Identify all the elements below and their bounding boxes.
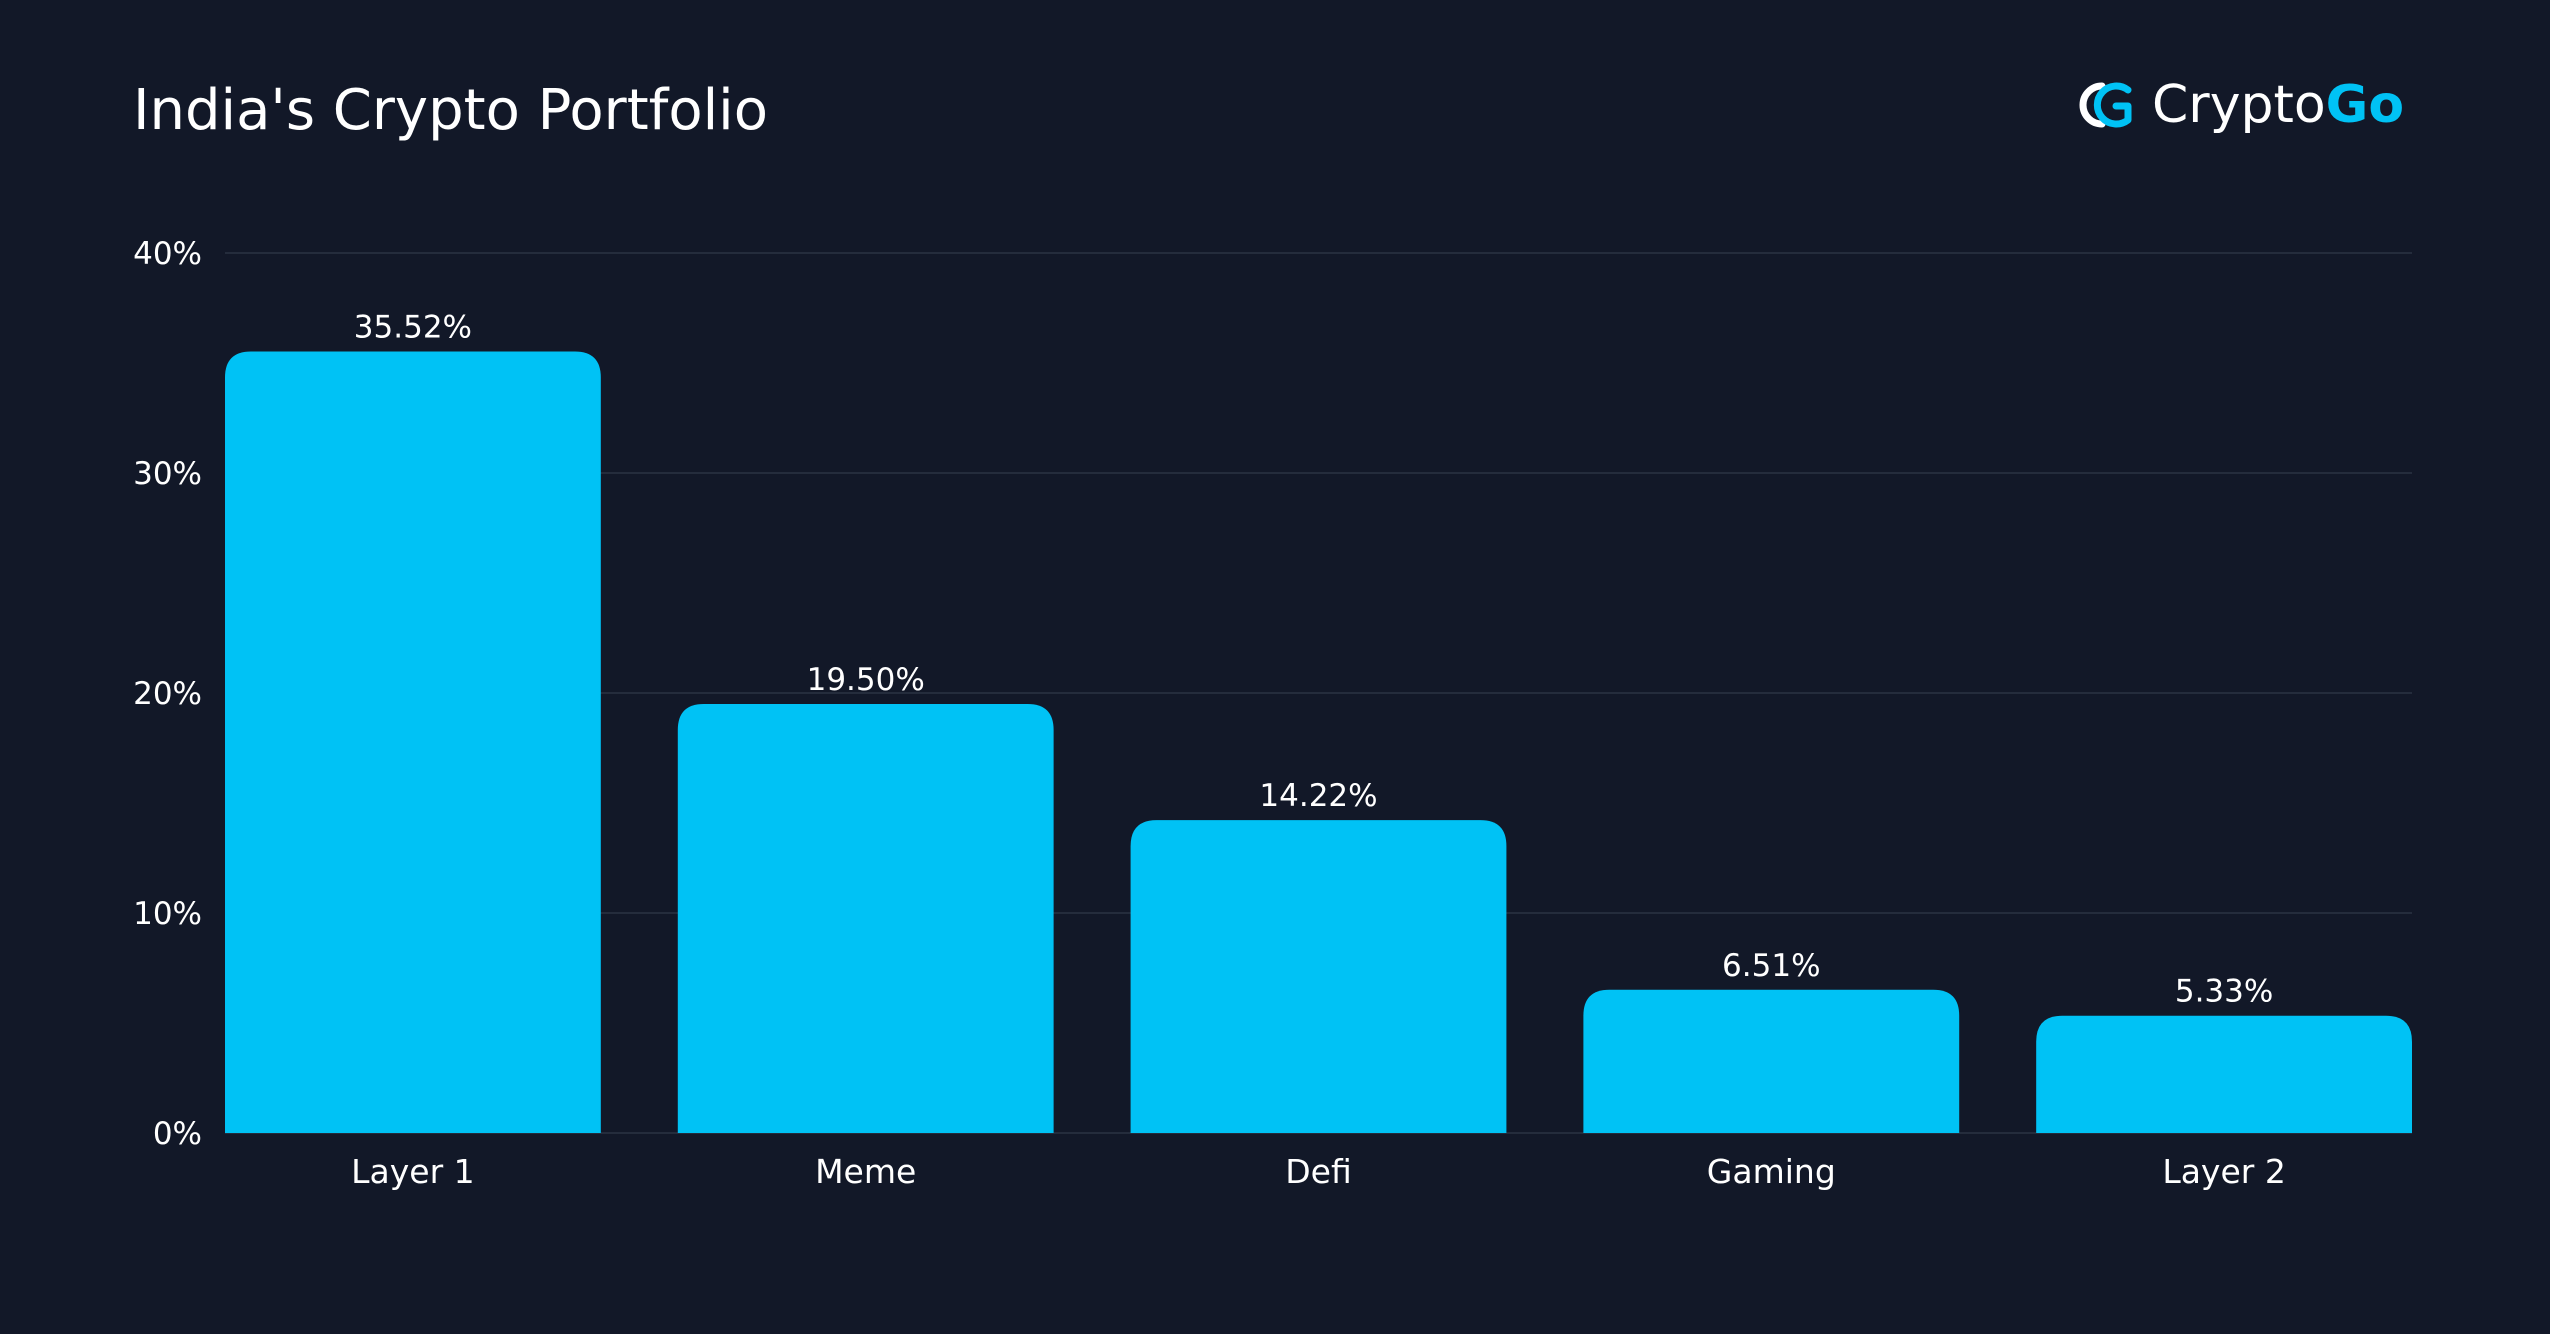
value-label: 35.52% — [354, 310, 472, 346]
value-label: 19.50% — [807, 662, 925, 698]
brand-name-part2: Go — [2325, 75, 2405, 135]
x-category-label: Defi — [1285, 1152, 1352, 1191]
cryptogo-logo-icon — [2079, 82, 2132, 128]
x-category-label: Gaming — [1707, 1152, 1836, 1191]
bar-layer-1[interactable] — [225, 351, 601, 1133]
chart-title: India's Crypto Portfolio — [133, 78, 769, 143]
bar-gaming[interactable] — [1583, 989, 1960, 1133]
value-label: 6.51% — [1722, 948, 1820, 984]
y-tick-label: 0% — [153, 1116, 202, 1152]
y-tick-label: 40% — [133, 236, 202, 272]
bar-layer-2[interactable] — [2036, 1015, 2412, 1133]
bar-defi[interactable] — [1130, 820, 1507, 1133]
x-axis-categories: Layer 1 Meme Defi Gaming Layer 2 — [351, 1152, 2286, 1191]
x-category-label: Layer 2 — [2162, 1152, 2286, 1191]
brand-name: CryptoGo — [2152, 72, 2404, 138]
y-tick-label: 20% — [133, 676, 202, 712]
brand-name-part1: Crypto — [2152, 75, 2326, 135]
value-label: 14.22% — [1259, 778, 1377, 814]
brand-logo: CryptoGo — [2072, 72, 2404, 138]
value-labels: 35.52% 19.50% 14.22% 6.51% 5.33% — [354, 310, 2274, 1010]
value-label: 5.33% — [2175, 974, 2273, 1010]
bars — [225, 351, 2412, 1133]
y-axis-ticks: 0% 10% 20% 30% 40% — [133, 236, 202, 1152]
bar-meme[interactable] — [677, 704, 1054, 1133]
y-tick-label: 30% — [133, 456, 202, 492]
x-category-label: Meme — [815, 1152, 916, 1191]
x-category-label: Layer 1 — [351, 1152, 475, 1191]
y-tick-label: 10% — [133, 896, 202, 932]
